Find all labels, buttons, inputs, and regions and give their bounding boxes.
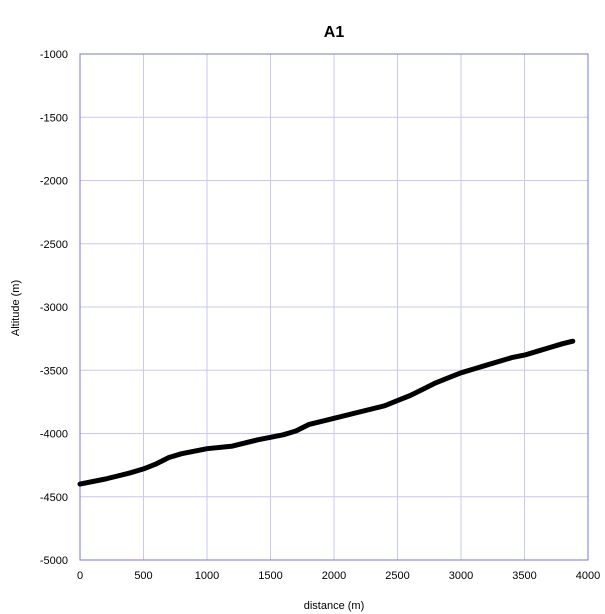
x-tick-label: 4000 <box>576 570 600 582</box>
x-tick-label: 3500 <box>512 570 536 582</box>
y-tick-label: -1500 <box>40 112 68 124</box>
y-tick-label: -5000 <box>40 555 68 567</box>
y-tick-label: -2000 <box>40 176 68 188</box>
y-tick-label: -4000 <box>40 429 68 441</box>
x-tick-label: 500 <box>134 570 152 582</box>
series-line <box>77 338 576 487</box>
y-axis-label: Altitude (m) <box>10 280 22 336</box>
y-tick-labels: -1000 -1500 -2000 -2500 -3000 -3500 -4000 -4500… <box>40 49 68 567</box>
series-layer <box>77 338 576 487</box>
x-tick-label: 1500 <box>258 570 282 582</box>
y-tick-label: -3500 <box>40 365 68 377</box>
y-tick-label: -2500 <box>40 239 68 251</box>
x-axis-label: distance (m) <box>304 600 365 612</box>
x-tick-label: 1000 <box>195 570 219 582</box>
x-tick-label: 2000 <box>322 570 346 582</box>
x-tick-label: 2500 <box>385 570 409 582</box>
plot-frame <box>79 53 589 561</box>
grid-lines <box>79 53 589 561</box>
y-tick-label: -3000 <box>40 302 68 314</box>
chart-title: A1 <box>324 24 345 41</box>
x-tick-label: 3000 <box>449 570 473 582</box>
plot-border <box>79 53 589 561</box>
y-tick-label: -4500 <box>40 492 68 504</box>
x-tick-labels: 0 500 1000 1500 2000 2500 3000 3500 4000 <box>77 570 600 582</box>
y-tick-label: -1000 <box>40 49 68 61</box>
x-tick-label: 0 <box>77 570 83 582</box>
